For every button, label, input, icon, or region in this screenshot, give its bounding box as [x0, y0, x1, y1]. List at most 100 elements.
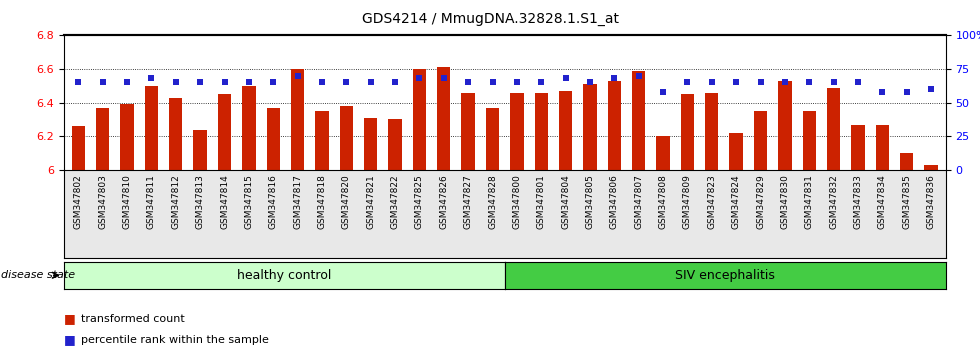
Text: GSM347832: GSM347832	[829, 174, 838, 223]
Bar	[657, 136, 669, 170]
Point	[850, 80, 865, 85]
Point	[120, 80, 135, 85]
Point	[338, 80, 354, 85]
Text: GSM347828: GSM347828	[488, 174, 497, 229]
Text: GSM347824: GSM347824	[732, 174, 741, 223]
Point	[802, 80, 817, 85]
Bar	[170, 98, 182, 170]
Bar	[340, 106, 353, 170]
Bar	[121, 104, 133, 170]
Text: GSM347816: GSM347816	[269, 174, 277, 229]
Text: GSM347806: GSM347806	[610, 174, 618, 229]
Point	[656, 89, 671, 95]
Bar	[316, 111, 328, 170]
Point	[558, 76, 573, 81]
Point	[412, 76, 427, 81]
Point	[509, 80, 524, 85]
Point	[71, 80, 86, 85]
Text: GSM347820: GSM347820	[342, 174, 351, 229]
Text: GSM347807: GSM347807	[634, 174, 643, 223]
Text: GSM347836: GSM347836	[926, 174, 936, 223]
Text: GSM347811: GSM347811	[147, 174, 156, 229]
Text: ■: ■	[64, 312, 75, 325]
Point	[315, 80, 330, 85]
Text: GSM347829: GSM347829	[756, 174, 765, 223]
Point	[290, 73, 306, 79]
Point	[582, 80, 598, 85]
Text: GSM347804: GSM347804	[562, 174, 570, 223]
Text: GSM347805: GSM347805	[585, 174, 595, 229]
Point	[533, 80, 549, 85]
Text: transformed count: transformed count	[81, 314, 185, 324]
Bar	[778, 81, 792, 170]
Text: GSM347803: GSM347803	[98, 174, 107, 229]
Text: GSM347802: GSM347802	[74, 174, 83, 223]
Bar	[754, 111, 767, 170]
Text: GSM347826: GSM347826	[439, 174, 448, 223]
Text: GSM347808: GSM347808	[659, 174, 667, 223]
Point	[777, 80, 793, 85]
Text: GSM347824: GSM347824	[732, 174, 741, 229]
Text: GSM347803: GSM347803	[98, 174, 107, 223]
Bar	[803, 111, 816, 170]
Bar	[218, 94, 231, 170]
Point	[363, 80, 378, 85]
Text: GSM347800: GSM347800	[513, 174, 521, 229]
Text: GSM347809: GSM347809	[683, 174, 692, 223]
Text: ■: ■	[64, 333, 75, 346]
Text: GSM347809: GSM347809	[683, 174, 692, 229]
Text: GSM347833: GSM347833	[854, 174, 862, 223]
Text: GSM347815: GSM347815	[244, 174, 254, 229]
Text: SIV encephalitis: SIV encephalitis	[675, 269, 775, 282]
Text: GSM347828: GSM347828	[488, 174, 497, 223]
Text: GSM347830: GSM347830	[780, 174, 790, 223]
Text: GSM347816: GSM347816	[269, 174, 277, 223]
Text: GSM347820: GSM347820	[342, 174, 351, 223]
Bar	[193, 130, 207, 170]
Bar	[559, 91, 572, 170]
Text: GSM347812: GSM347812	[172, 174, 180, 229]
Text: GSM347834: GSM347834	[878, 174, 887, 229]
Bar	[681, 94, 694, 170]
Text: GSM347808: GSM347808	[659, 174, 667, 229]
Text: GSM347822: GSM347822	[391, 174, 400, 229]
Text: GSM347800: GSM347800	[513, 174, 521, 223]
Text: GSM347831: GSM347831	[805, 174, 813, 223]
Point	[436, 76, 452, 81]
Point	[631, 73, 647, 79]
Text: GSM347822: GSM347822	[391, 174, 400, 223]
Bar	[291, 69, 305, 170]
Text: GSM347831: GSM347831	[805, 174, 813, 229]
Text: GSM347814: GSM347814	[220, 174, 229, 229]
Text: GSM347801: GSM347801	[537, 174, 546, 223]
Text: GSM347821: GSM347821	[367, 174, 375, 229]
Point	[899, 89, 914, 95]
Bar	[534, 93, 548, 170]
Bar	[437, 67, 451, 170]
Text: GSM347804: GSM347804	[562, 174, 570, 229]
Bar	[145, 86, 158, 170]
Text: GSM347811: GSM347811	[147, 174, 156, 223]
Text: GSM347825: GSM347825	[415, 174, 424, 229]
Text: disease state: disease state	[1, 270, 75, 280]
Point	[607, 76, 622, 81]
Text: GSM347825: GSM347825	[415, 174, 424, 223]
Text: GSM347813: GSM347813	[196, 174, 205, 223]
Text: GSM347827: GSM347827	[464, 174, 472, 229]
Bar	[924, 165, 938, 170]
Text: GSM347823: GSM347823	[708, 174, 716, 223]
Point	[266, 80, 281, 85]
Point	[144, 76, 160, 81]
Text: GSM347832: GSM347832	[829, 174, 838, 229]
Bar	[705, 93, 718, 170]
Text: GSM347813: GSM347813	[196, 174, 205, 229]
Bar	[583, 84, 597, 170]
Bar	[852, 125, 864, 170]
Bar	[388, 120, 402, 170]
Point	[387, 80, 403, 85]
Bar	[876, 125, 889, 170]
Bar	[511, 93, 523, 170]
Point	[461, 80, 476, 85]
Text: GSM347836: GSM347836	[926, 174, 936, 229]
Point	[728, 80, 744, 85]
